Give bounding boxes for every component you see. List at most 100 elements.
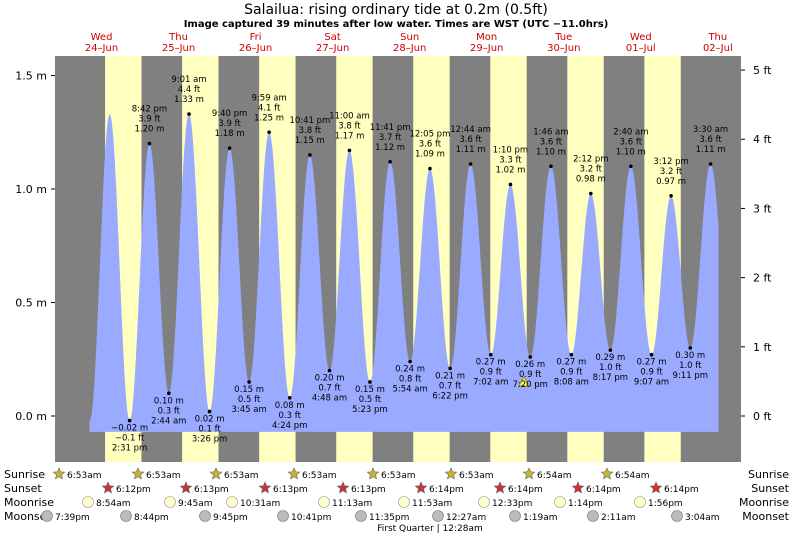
tide-extreme-point: [669, 194, 673, 198]
tide-metres-label: 0.27 m: [556, 358, 586, 368]
y-left-tick-label: 1.0 m: [15, 183, 47, 196]
sunset-icon: [258, 481, 272, 494]
tide-feet-label: 0.5 ft: [238, 395, 261, 405]
tide-metres-label: 1.15 m: [295, 136, 325, 146]
tide-feet-label: 3.6 ft: [419, 140, 442, 150]
tide-extreme-labels: −0.02 m−0.1 ft2:31 pm8:42 pm3.9 ft1.20 m…: [111, 75, 728, 453]
tide-metres-label: 0.26 m: [515, 360, 545, 370]
tide-feet-label: 0.8 ft: [399, 375, 422, 385]
day-date: 30–Jun: [547, 43, 580, 54]
moonrise-time: 10:31am: [240, 499, 280, 509]
tide-feet-label: 3.9 ft: [218, 119, 241, 129]
sunset-icon: [179, 481, 193, 494]
tide-metres-label: 0.15 m: [355, 385, 385, 395]
tide-extreme-point: [589, 191, 593, 196]
moonrise-time: 9:45am: [178, 499, 213, 509]
day-name: Tue: [554, 32, 572, 43]
tide-extreme-point: [227, 146, 232, 150]
tide-metres-label: 1.17 m: [334, 131, 364, 141]
sunset-label-left: Sunset: [4, 482, 42, 495]
sunrise-time: 6:53am: [302, 471, 337, 481]
moonrise-time: 11:13am: [332, 499, 372, 509]
tide-time-label: 11:00 am: [329, 111, 370, 121]
chart-title: Salailua: rising ordinary tide at 0.2m (…: [244, 2, 548, 18]
tide-feet-label: 3.6 ft: [540, 137, 563, 147]
y-right-tick-label: 2 ft: [753, 272, 772, 285]
day-date: 24–Jun: [85, 43, 118, 54]
sunset-icon: [649, 481, 663, 494]
tide-time-label: 1:46 am: [533, 127, 568, 137]
day-name: Mon: [476, 32, 497, 43]
sunrise-time: 6:53am: [67, 471, 102, 481]
tide-time-label: 9:07 am: [634, 378, 669, 388]
tide-extreme-point: [708, 162, 713, 166]
tide-feet-label: 3.9 ft: [138, 115, 161, 125]
tide-metres-label: 0.27 m: [637, 358, 667, 368]
tide-extreme-point: [549, 164, 553, 169]
day-name: Wed: [630, 32, 652, 43]
moonrise-icon: [554, 496, 566, 508]
sunset-time: 6:14pm: [508, 485, 543, 495]
tide-extreme-point: [127, 418, 132, 423]
tide-metres-label: 1.10 m: [536, 147, 566, 157]
moonset-icon: [41, 510, 53, 522]
tide-feet-label: 3.2 ft: [660, 167, 683, 177]
tide-time-label: 7:02 am: [473, 378, 508, 388]
moonset-icon: [277, 510, 289, 522]
tide-feet-label: 3.7 ft: [379, 133, 402, 143]
sunrise-icon: [444, 467, 458, 480]
tide-extreme-point: [287, 396, 292, 400]
now-triangle: [518, 375, 530, 387]
sunset-icon: [414, 481, 428, 494]
tide-time-label: 7:20 pm: [513, 380, 548, 390]
tide-feet-label: 3.8 ft: [338, 121, 361, 131]
tide-metres-label: 0.21 m: [435, 371, 465, 381]
tide-metres-label: 0.10 m: [154, 396, 184, 406]
tide-feet-label: 1.0 ft: [599, 363, 622, 373]
tide-time-label: 2:40 am: [613, 127, 648, 137]
moonset-time: 3:04am: [685, 513, 720, 523]
sunrise-icon: [131, 467, 145, 480]
day-name: Thu: [707, 32, 727, 43]
moonset-time: 11:35pm: [369, 513, 409, 523]
moonset-time: 8:44pm: [134, 513, 169, 523]
tide-feet-label: 3.3 ft: [499, 155, 522, 165]
tide-feet-label: 3.6 ft: [459, 135, 482, 145]
moonset-icon: [199, 510, 211, 522]
tide-metres-label: 1.09 m: [415, 150, 445, 160]
tide-feet-label: 3.2 ft: [580, 165, 603, 175]
sunrise-time: 6:54am: [615, 471, 650, 481]
tide-time-label: 2:44 am: [151, 416, 186, 426]
day-date: 02–Jul: [703, 43, 733, 54]
day-name: Sun: [400, 32, 419, 43]
tide-area-path: [89, 114, 719, 432]
tide-time-label: 1:10 pm: [493, 145, 528, 155]
tide-feet-label: 4.4 ft: [178, 85, 201, 95]
moonrise-icon: [478, 496, 490, 508]
moonrise-icon: [398, 496, 410, 508]
tide-metres-label: 0.20 m: [315, 374, 345, 384]
tide-time-label: 8:42 pm: [132, 105, 167, 115]
tide-time-label: 3:30 am: [693, 125, 728, 135]
tide-extreme-point: [368, 380, 372, 384]
moonset-label-left: Moonset: [4, 510, 51, 523]
y-right-tick-label: 5 ft: [753, 64, 772, 77]
moonset-time: 9:45pm: [213, 513, 248, 523]
moonset-time: 2:11am: [601, 513, 636, 523]
y-right-tick-label: 1 ft: [753, 341, 772, 354]
tide-metres-label: 0.24 m: [395, 365, 425, 375]
moonset-time: 7:39pm: [55, 513, 90, 523]
tide-metres-label: 0.02 m: [195, 414, 225, 424]
tide-metres-label: 1.18 m: [215, 129, 245, 139]
tide-time-label: 8:08 am: [554, 378, 589, 388]
tide-feet-label: 0.7 ft: [318, 384, 341, 394]
tide-metres-label: 0.30 m: [675, 351, 705, 361]
tide-metres-label: 1.25 m: [254, 113, 284, 123]
tide-time-label: 12:05 pm: [409, 130, 450, 140]
sunset-icon: [493, 481, 507, 494]
y-left-tick-label: 0.0 m: [15, 410, 47, 423]
sunrise-time: 6:53am: [381, 471, 416, 481]
tide-extreme-point: [448, 366, 452, 371]
y-axis-left: 1.5 m 1.0 m 0.5 m 0.0 m: [15, 70, 55, 423]
